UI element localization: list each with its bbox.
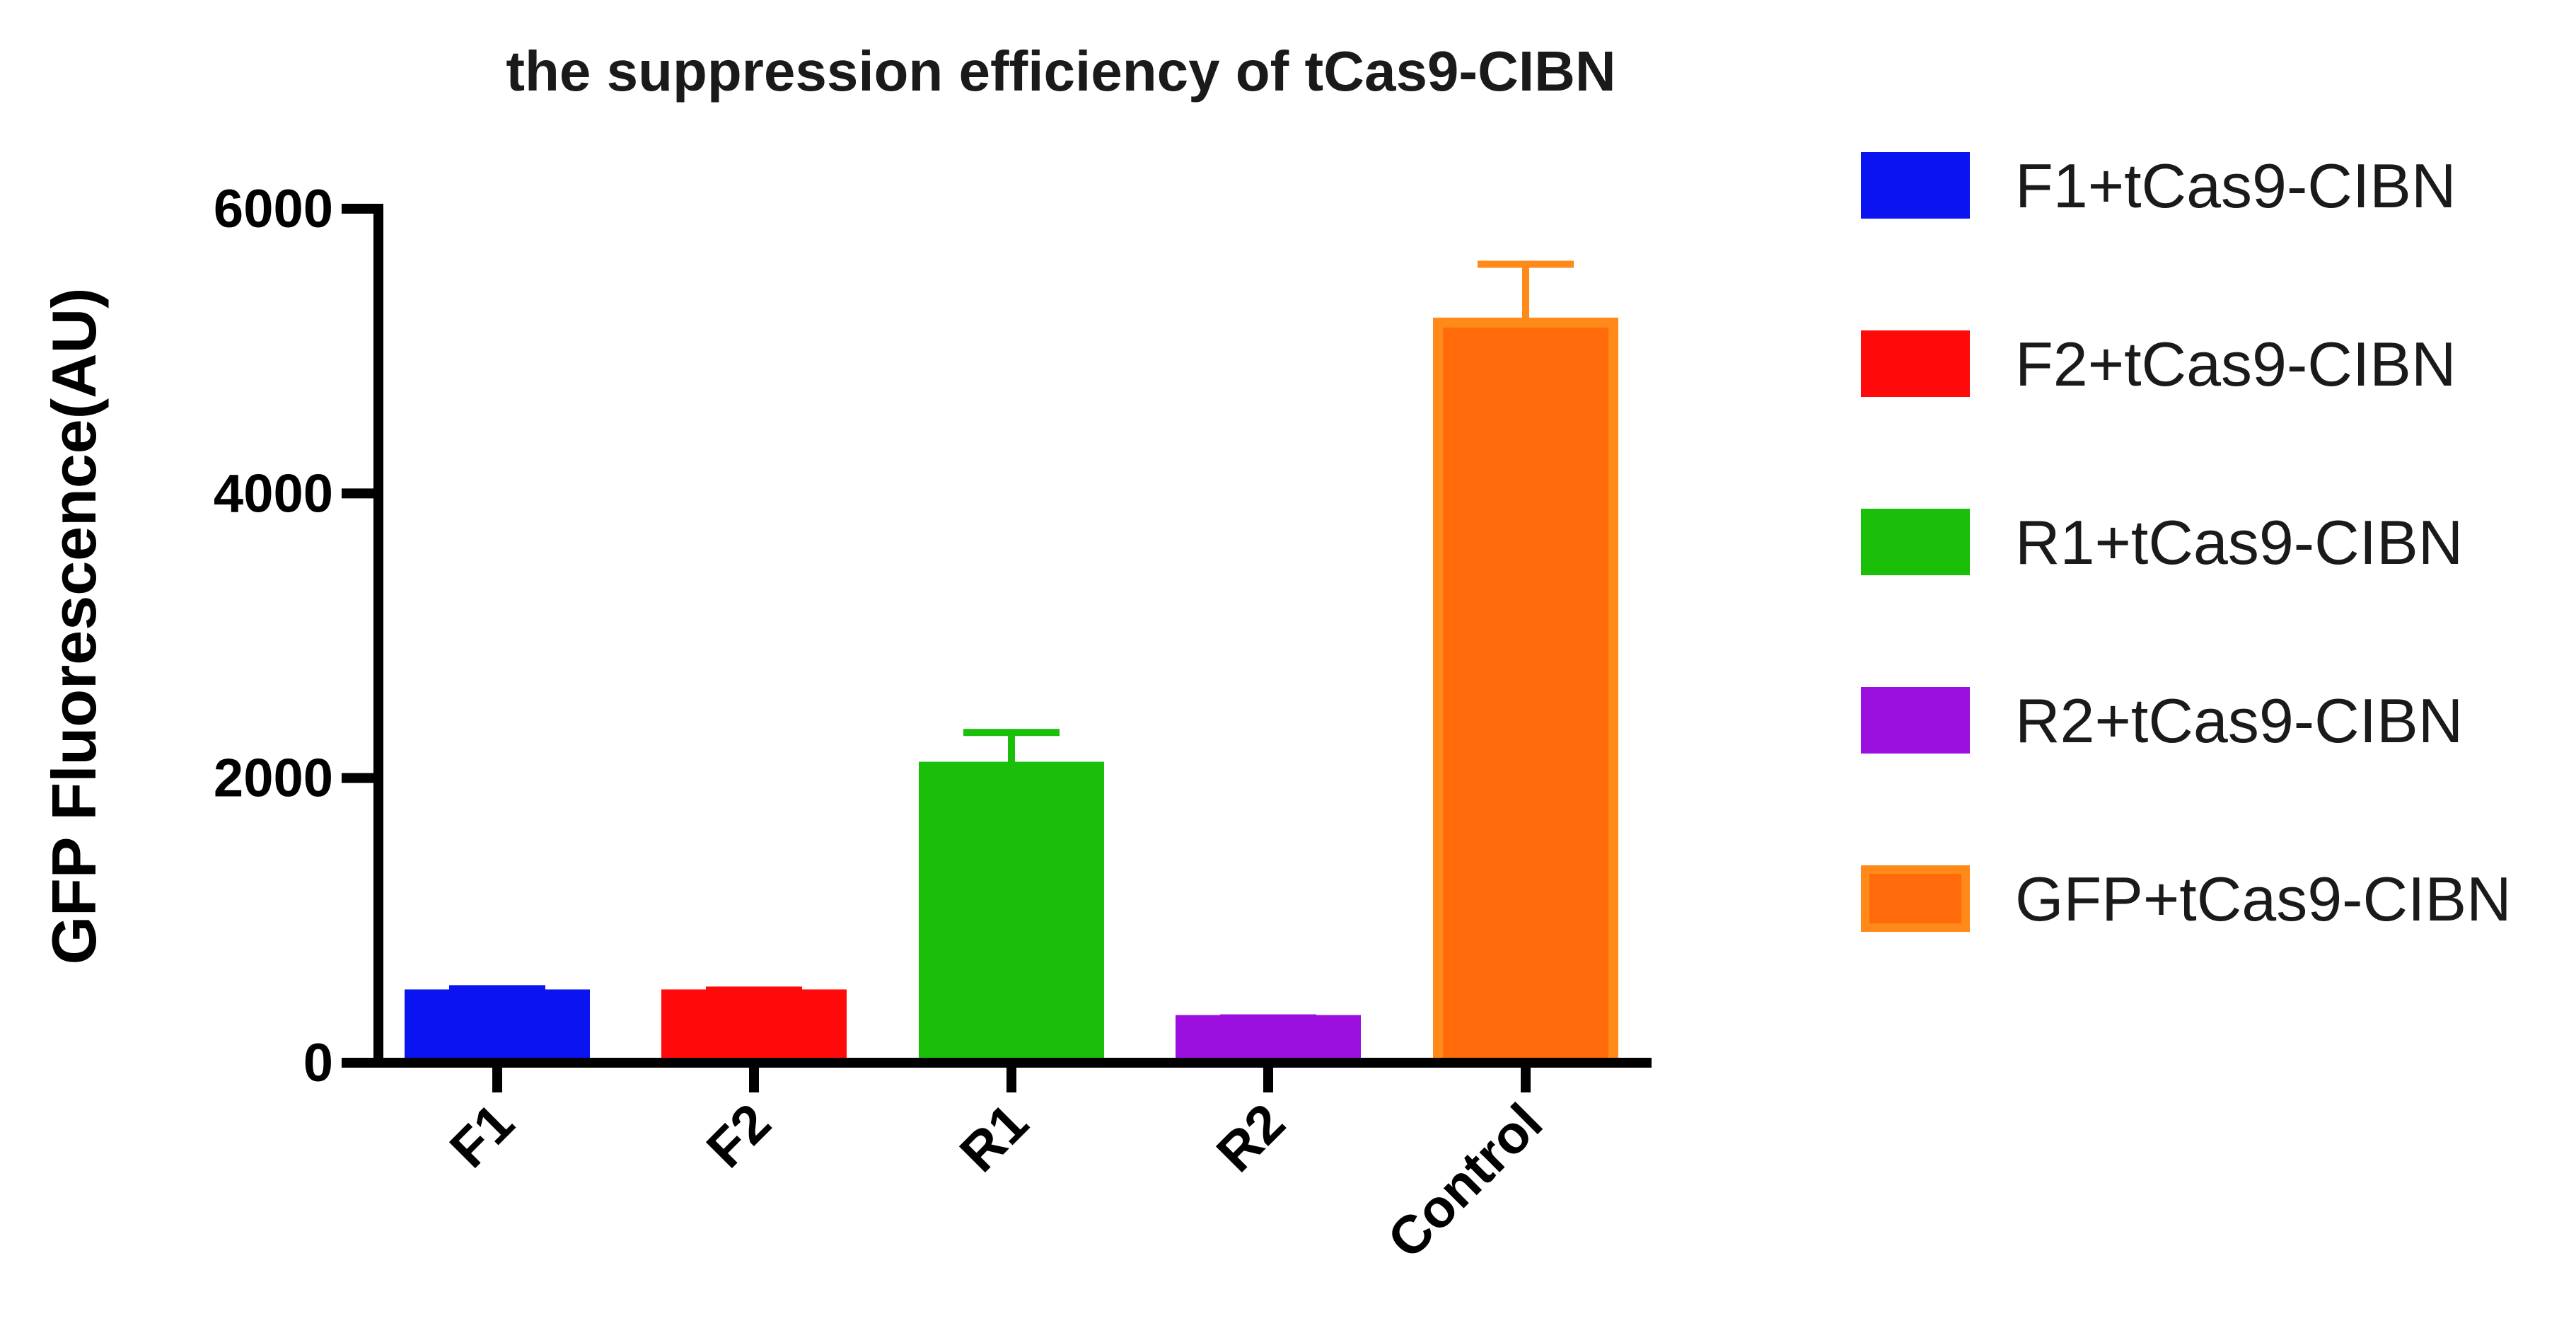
error-bars-layer xyxy=(449,260,1574,1022)
legend-item: GFP+tCas9-CIBN xyxy=(1861,864,2512,934)
x-tick-label-control: Control xyxy=(1376,1092,1554,1270)
bars-layer xyxy=(405,317,1618,1068)
x-tick-label-f1: F1 xyxy=(439,1092,526,1179)
y-tick-label: 4000 xyxy=(214,463,333,524)
error-bar-f2 xyxy=(706,986,802,995)
bar-r2 xyxy=(1176,1015,1361,1068)
y-tick-label: 6000 xyxy=(214,179,333,239)
legend-swatch xyxy=(1861,865,1970,932)
legend: F1+tCas9-CIBN F2+tCas9-CIBN R1+tCas9-CIBN R… xyxy=(1861,151,2512,934)
legend-swatch xyxy=(1861,687,1970,754)
error-bar-r2 xyxy=(1220,1014,1316,1022)
error-bar-f1 xyxy=(449,985,545,995)
x-tick-label-f2: F2 xyxy=(695,1092,782,1179)
legend-item: R1+tCas9-CIBN xyxy=(1861,507,2463,577)
bar-control xyxy=(1433,317,1618,1068)
legend-label: F1+tCas9-CIBN xyxy=(2015,151,2456,221)
x-tick-label-r1: R1 xyxy=(948,1092,1040,1184)
error-bar-control xyxy=(1478,260,1574,323)
legend-label: GFP+tCas9-CIBN xyxy=(2015,864,2512,934)
legend-swatch xyxy=(1861,152,1970,219)
legend-label: R1+tCas9-CIBN xyxy=(2015,507,2463,577)
chart-title: the suppression efficiency of tCas9-CIBN xyxy=(506,40,1615,103)
legend-swatch xyxy=(1861,509,1970,575)
legend-label: F2+tCas9-CIBN xyxy=(2015,329,2456,399)
y-tick-label: 0 xyxy=(303,1033,333,1093)
x-tick-label-r2: R2 xyxy=(1205,1092,1296,1184)
legend-item: R2+tCas9-CIBN xyxy=(1861,686,2463,756)
bar-f2 xyxy=(661,989,847,1068)
legend-item: F2+tCas9-CIBN xyxy=(1861,329,2456,399)
legend-item: F1+tCas9-CIBN xyxy=(1861,151,2456,221)
bar-r1 xyxy=(919,761,1104,1068)
legend-label: R2+tCas9-CIBN xyxy=(2015,686,2463,756)
error-bar-r1 xyxy=(963,729,1060,767)
legend-swatch xyxy=(1861,330,1970,397)
bar-f1 xyxy=(405,989,590,1068)
y-axis-label: GFP Fluorescence(AU) xyxy=(39,288,109,965)
y-tick-label: 2000 xyxy=(214,749,333,809)
